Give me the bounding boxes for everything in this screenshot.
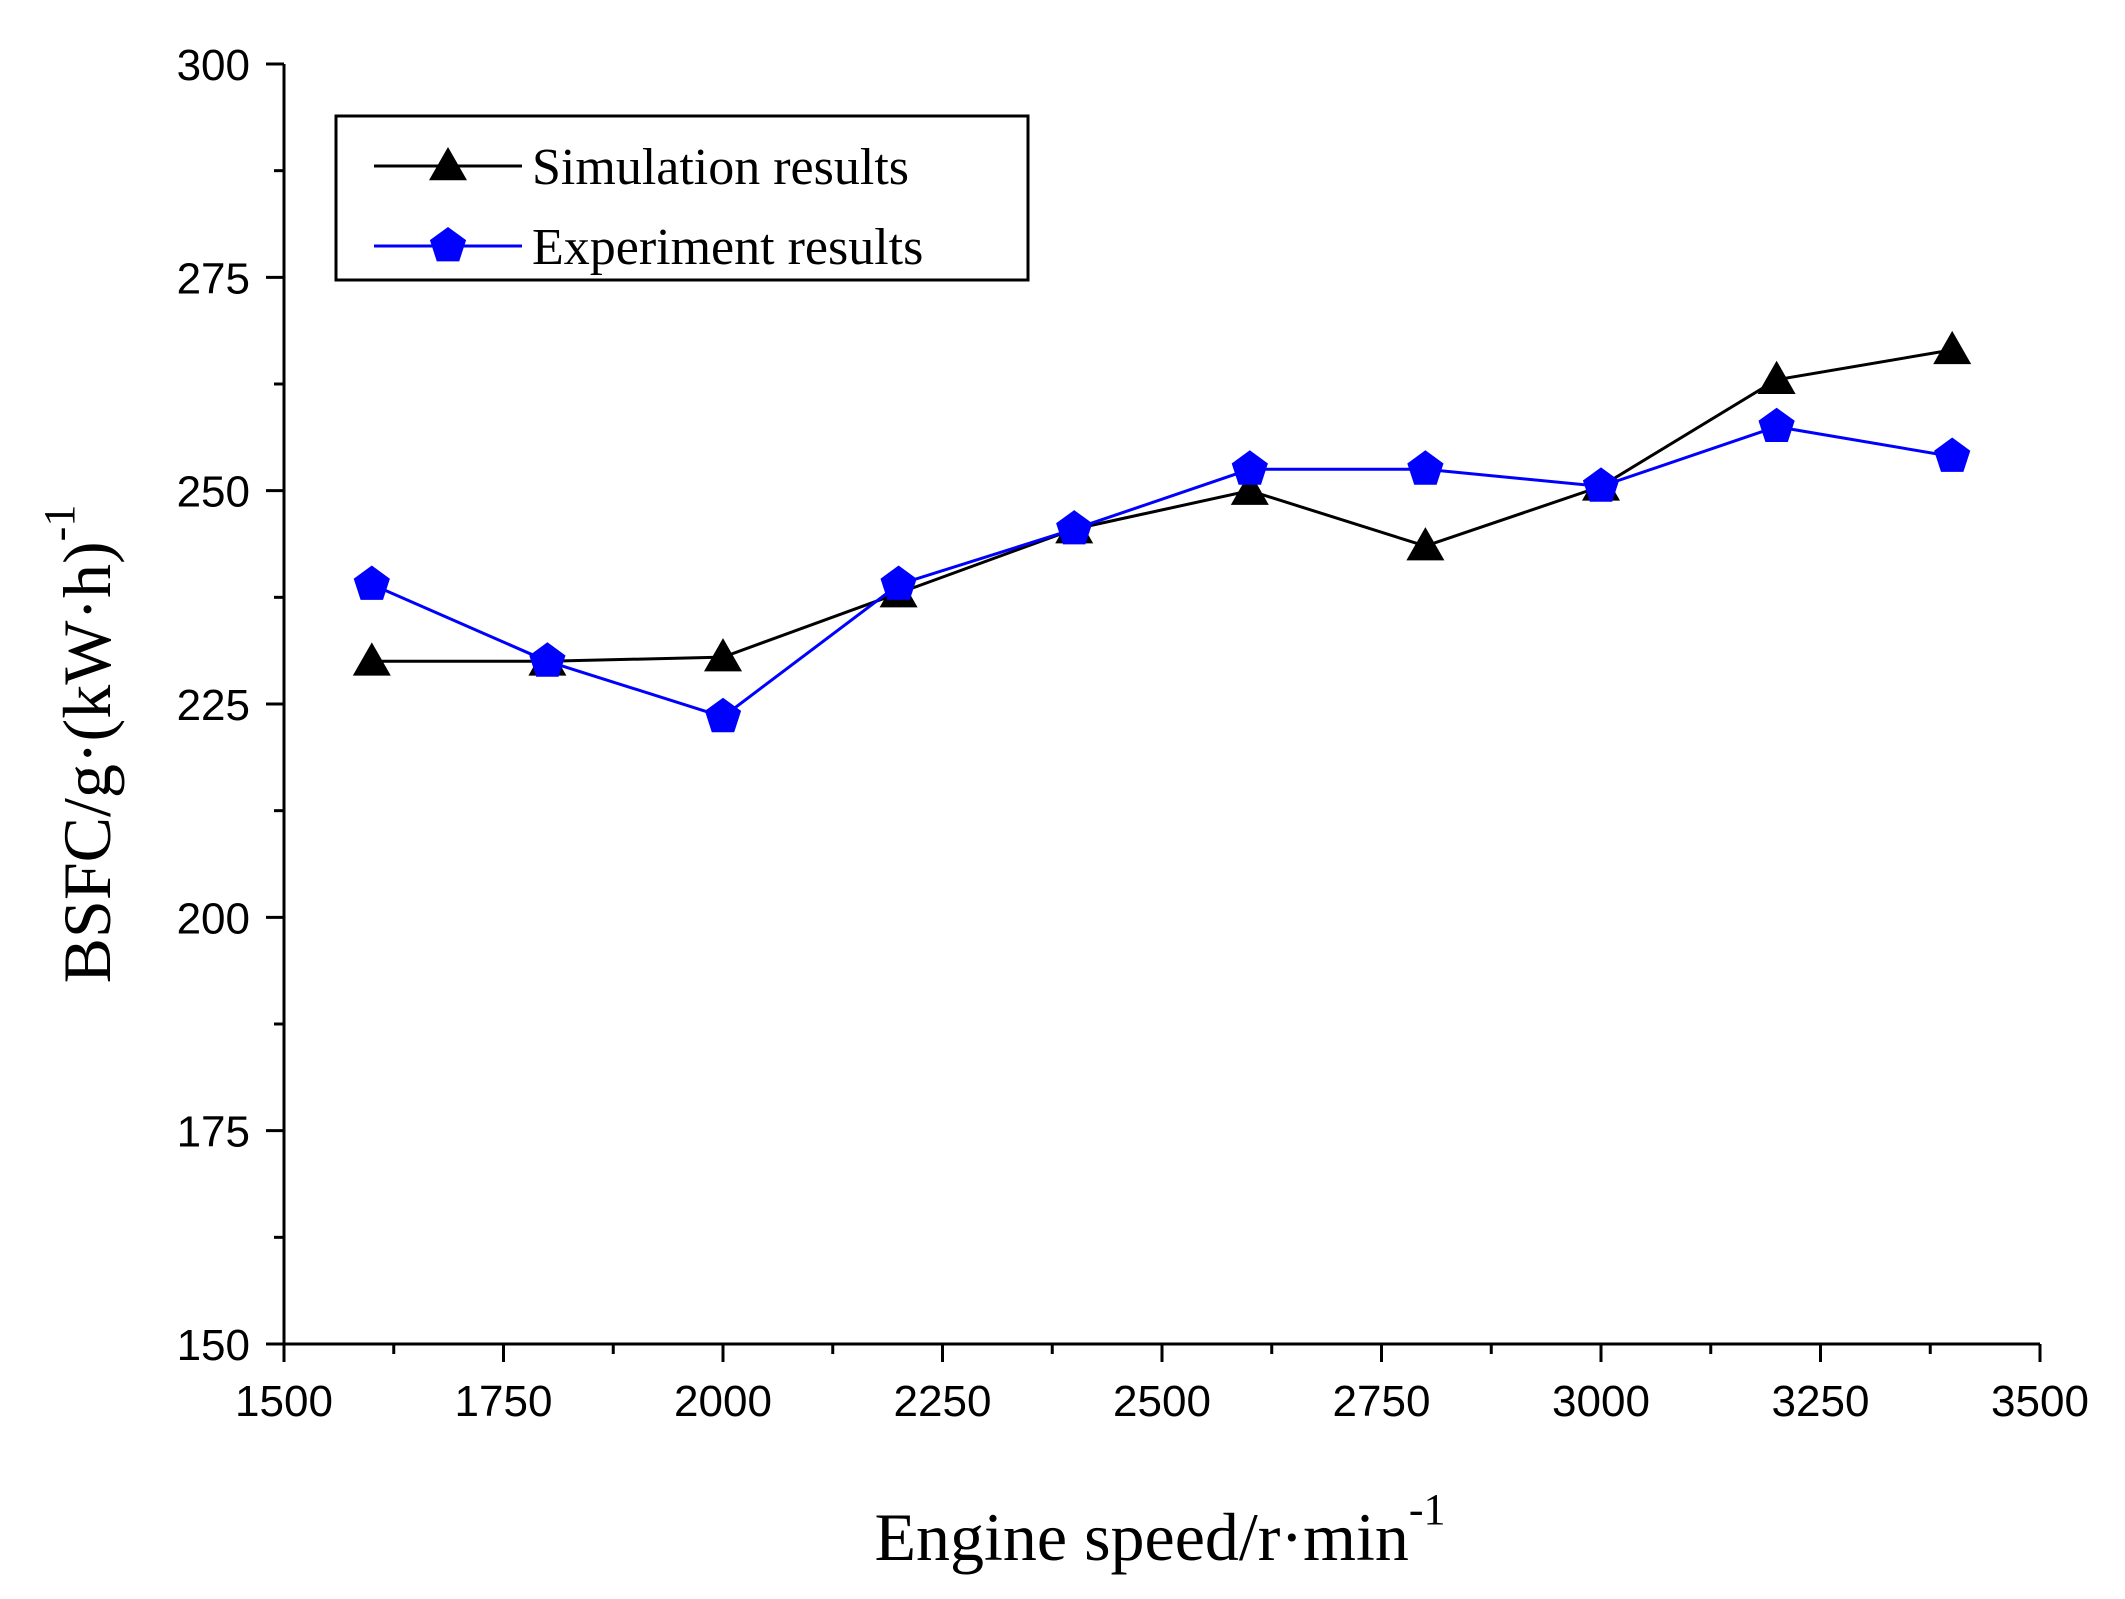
data-point (1934, 437, 1971, 472)
legend-marker (429, 147, 467, 181)
x-tick-label: 1500 (235, 1377, 333, 1426)
y-tick-label: 225 (177, 681, 250, 730)
y-tick-label: 200 (177, 894, 250, 943)
y-axis-title-sup: -1 (35, 505, 84, 542)
data-point (1230, 471, 1269, 505)
x-tick-label: 2250 (894, 1377, 992, 1426)
legend-label: Experiment results (532, 219, 923, 276)
x-tick-label: 1750 (455, 1377, 553, 1426)
data-point (1758, 407, 1795, 442)
x-tick-label: 2000 (674, 1377, 772, 1426)
data-point (352, 642, 391, 676)
y-axis-title: BSFC/g·(kW·h)-1 (35, 505, 125, 984)
data-point (1582, 467, 1620, 502)
series-1 (352, 330, 1972, 676)
data-point (1757, 360, 1796, 394)
series-line (371, 348, 1953, 663)
legend-marker (429, 227, 467, 262)
y-tick-label: 150 (177, 1321, 250, 1370)
data-point (880, 565, 917, 600)
legend-label: Simulation results (532, 139, 909, 196)
data-point (353, 565, 390, 600)
x-axis-title-main: Engine speed/r·min (874, 1499, 1408, 1575)
x-tick-label: 3500 (1991, 1377, 2089, 1426)
y-tick-label: 300 (177, 41, 250, 90)
y-axis-title-main: BSFC/g·(kW·h) (49, 541, 125, 983)
series-layer (352, 330, 1972, 733)
data-point (1231, 450, 1268, 485)
data-point (704, 697, 742, 733)
data-point (1933, 330, 1972, 365)
y-tick-label: 250 (177, 468, 250, 517)
series-2 (353, 407, 1971, 733)
x-tick-label: 2500 (1113, 1377, 1211, 1426)
x-tick-label: 3000 (1552, 1377, 1650, 1426)
series-line (371, 425, 1953, 719)
data-point (529, 642, 566, 677)
x-axis-title-sup: -1 (1409, 1485, 1446, 1534)
axes: 1500 1750 2000 2250 2500 2750 3000 3250 3500 150 1… (177, 41, 2089, 1426)
data-point (1406, 527, 1445, 561)
x-tick-label: 3250 (1772, 1377, 1870, 1426)
data-point (704, 638, 742, 672)
y-tick-label: 275 (177, 254, 250, 303)
y-tick-label: 175 (177, 1108, 250, 1157)
x-tick-label: 2750 (1333, 1377, 1431, 1426)
data-point (1407, 450, 1444, 485)
legend: Simulation results Experiment results (334, 114, 1030, 282)
x-axis-title: Engine speed/r·min-1 (874, 1485, 1445, 1575)
data-point (1056, 510, 1093, 545)
